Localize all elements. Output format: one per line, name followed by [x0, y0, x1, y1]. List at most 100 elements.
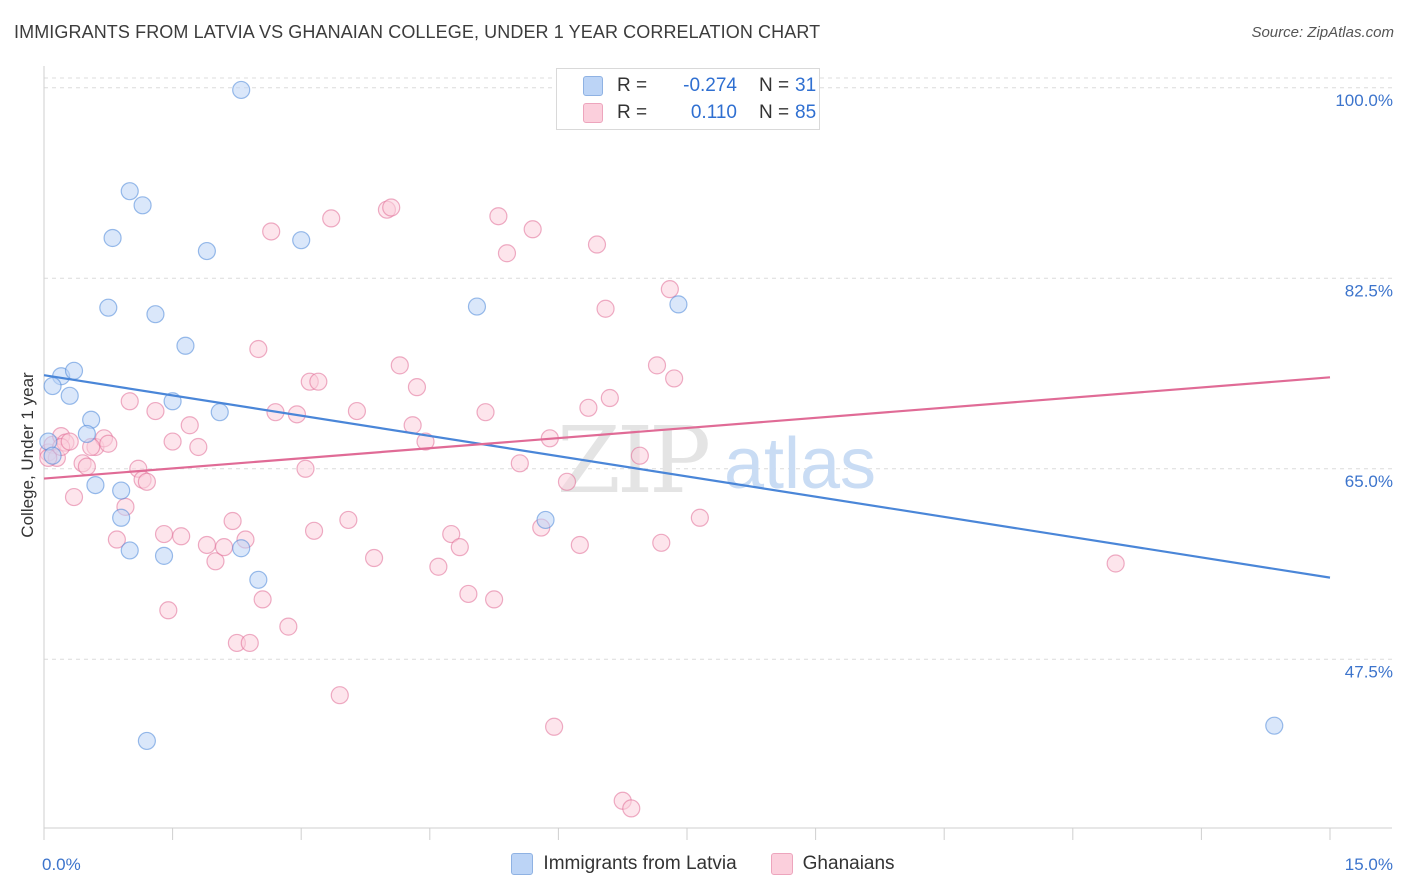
point-latvia	[210, 403, 229, 422]
gridlines	[44, 77, 1392, 660]
point-ghanaians	[154, 524, 174, 544]
point-latvia	[1265, 716, 1284, 735]
point-ghanaians	[249, 339, 268, 359]
tick-labels: 47.5% 65.0% 82.5% 100.0% 0.0% 15.0%	[42, 91, 1393, 874]
point-ghanaians	[296, 459, 315, 478]
point-ghanaians	[322, 209, 341, 228]
point-latvia	[77, 424, 96, 444]
point-ghanaians	[223, 511, 242, 531]
point-ghanaians	[172, 527, 191, 546]
point-ghanaians	[1106, 554, 1125, 573]
legend-swatch-latvia	[511, 853, 534, 875]
point-ghanaians	[279, 617, 298, 636]
point-ghanaians	[309, 372, 328, 391]
point-latvia	[112, 481, 131, 500]
legend-label-ghanaians: Ghanaians	[802, 853, 895, 874]
axes	[43, 66, 1392, 840]
r-value: 0.110	[690, 102, 737, 123]
point-ghanaians	[429, 557, 448, 576]
point-latvia	[232, 539, 251, 558]
legend: Immigrants from Latvia Ghanaians	[0, 853, 1406, 875]
point-ghanaians	[665, 369, 684, 388]
x-tick-label: 0.0%	[42, 855, 81, 874]
point-latvia	[536, 510, 555, 530]
point-ghanaians	[60, 432, 79, 451]
legend-swatch-ghanaians	[770, 853, 793, 875]
point-ghanaians	[304, 521, 324, 540]
point-latvia	[43, 446, 62, 465]
r-label: R =	[617, 102, 648, 123]
point-ghanaians	[159, 601, 178, 620]
r-label: R =	[617, 75, 648, 96]
point-ghanaians	[489, 207, 508, 226]
point-ghanaians	[99, 434, 118, 453]
point-ghanaians	[510, 454, 529, 473]
y-tick-label: 65.0%	[1345, 472, 1393, 491]
point-latvia	[99, 298, 118, 317]
point-ghanaians	[240, 633, 259, 653]
latvia-swatch	[583, 76, 603, 96]
source-credit: Source: ZipAtlas.com	[1251, 24, 1394, 41]
point-ghanaians	[557, 472, 577, 491]
point-latvia	[112, 508, 131, 527]
point-latvia	[467, 297, 487, 316]
point-ghanaians	[442, 524, 461, 544]
point-latvia	[232, 80, 251, 100]
point-ghanaians	[180, 416, 199, 435]
point-ghanaians	[120, 392, 139, 411]
point-ghanaians	[485, 590, 504, 609]
trend-line-latvia	[43, 374, 1331, 579]
point-ghanaians	[476, 403, 495, 422]
point-latvia	[154, 546, 174, 565]
watermark-atlas: atlas	[724, 424, 876, 504]
legend-item-ghanaians[interactable]: Ghanaians	[770, 853, 895, 875]
point-ghanaians	[596, 299, 615, 318]
point-ghanaians	[77, 457, 96, 476]
point-ghanaians	[647, 356, 667, 375]
point-latvia	[669, 295, 688, 314]
point-ghanaians	[545, 717, 564, 736]
point-ghanaians	[146, 401, 165, 421]
y-tick-label: 47.5%	[1345, 662, 1393, 681]
point-ghanaians	[197, 535, 216, 555]
point-ghanaians	[630, 446, 649, 465]
point-ghanaians	[579, 398, 598, 417]
point-latvia	[197, 241, 216, 261]
point-ghanaians	[622, 799, 641, 818]
point-ghanaians	[189, 437, 208, 457]
point-ghanaians	[587, 235, 607, 254]
point-ghanaians	[214, 538, 234, 557]
point-latvia	[292, 231, 311, 250]
ghanaians-swatch	[583, 103, 603, 123]
chart-title: IMMIGRANTS FROM LATVIA VS GHANAIAN COLLE…	[14, 22, 821, 42]
point-ghanaians	[459, 584, 478, 604]
r-value: -0.274	[683, 75, 737, 96]
x-tick-label: 15.0%	[1345, 855, 1393, 874]
point-ghanaians	[497, 244, 517, 263]
data-points	[39, 80, 1284, 818]
point-latvia	[137, 731, 156, 751]
point-ghanaians	[523, 220, 542, 239]
legend-item-latvia[interactable]: Immigrants from Latvia	[511, 853, 737, 875]
point-ghanaians	[339, 510, 358, 530]
point-latvia	[146, 305, 165, 324]
point-latvia	[133, 196, 152, 215]
n-label: N =	[759, 75, 790, 96]
point-latvia	[64, 361, 84, 380]
point-latvia	[103, 228, 122, 248]
y-tick-label: 82.5%	[1345, 281, 1393, 300]
point-ghanaians	[652, 533, 671, 552]
point-ghanaians	[660, 280, 679, 299]
point-latvia	[86, 476, 105, 495]
trend-line-ghanaians	[43, 376, 1331, 480]
point-ghanaians	[450, 538, 469, 557]
n-label: N =	[759, 102, 790, 123]
point-ghanaians	[163, 432, 182, 451]
point-latvia	[43, 376, 62, 396]
point-ghanaians	[64, 487, 84, 507]
stats-box: R = -0.274 N = 31 R = 0.110 N = 85	[556, 68, 820, 130]
legend-label-latvia: Immigrants from Latvia	[543, 853, 737, 874]
point-ghanaians	[206, 552, 225, 571]
point-latvia	[249, 570, 268, 589]
